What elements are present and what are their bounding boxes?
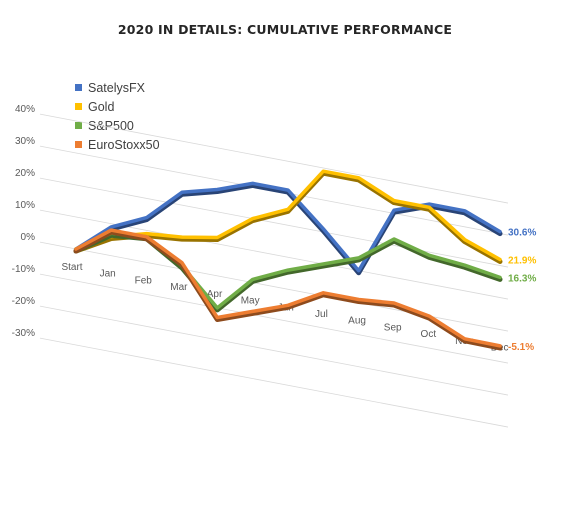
series-lines [73, 169, 503, 351]
y-tick-label: 30% [15, 136, 35, 147]
legend-label: S&P500 [88, 118, 134, 133]
series-line [73, 169, 503, 264]
series-line [73, 228, 503, 351]
chart-title: 2020 IN DETAILS: CUMULATIVE PERFORMANCE [117, 22, 453, 37]
series-line-path [74, 228, 502, 348]
y-axis-ticks: 40% 30% 20% 10% 0% -10% -20% -30% [12, 104, 35, 339]
legend-swatch [75, 122, 82, 129]
series-line-path [74, 181, 502, 273]
series-end-labels: 30.6% 21.9% 16.3% -5.1% [508, 228, 536, 353]
grid-line [39, 305, 509, 396]
legend-label: Gold [88, 99, 115, 114]
legend-swatch [75, 84, 82, 91]
series-line [73, 231, 503, 313]
x-tick-label: Oct [421, 329, 437, 340]
x-tick-label: Start [61, 262, 82, 273]
y-tick-label: -20% [12, 296, 35, 307]
x-tick-label: Jan [100, 269, 116, 280]
x-tick-label: Sep [384, 322, 402, 333]
grid-line [39, 113, 509, 204]
x-tick-label: Aug [348, 316, 366, 327]
series-line-shadow [73, 170, 503, 264]
series-end-label: 21.9% [508, 255, 536, 266]
grid-line [39, 177, 509, 268]
series-line-path [74, 169, 502, 262]
grid-line [39, 209, 509, 300]
series-line-path [74, 231, 502, 310]
legend-swatch [75, 103, 82, 110]
x-tick-label: Mar [170, 282, 188, 293]
x-tick-label: May [241, 296, 260, 307]
x-tick-label: Feb [135, 275, 153, 286]
series-end-label: 16.3% [508, 273, 536, 284]
y-tick-label: 0% [21, 232, 36, 243]
series-end-label: -5.1% [508, 342, 534, 353]
x-tick-label: Jul [315, 309, 328, 320]
y-tick-label: 10% [15, 200, 35, 211]
y-tick-label: 20% [15, 168, 35, 179]
legend: SatelysFX Gold S&P500 EuroStoxx50 [75, 78, 160, 154]
y-tick-label: -30% [12, 328, 35, 339]
grid-line [39, 337, 509, 428]
x-tick-label: Apr [207, 289, 223, 300]
legend-swatch [75, 141, 82, 148]
series-line-shadow [73, 232, 503, 313]
legend-label: EuroStoxx50 [88, 137, 160, 152]
legend-label: SatelysFX [88, 80, 145, 95]
legend-item: EuroStoxx50 [75, 135, 160, 154]
grid-line [39, 273, 509, 364]
legend-item: Gold [75, 97, 160, 116]
y-tick-label: 40% [15, 104, 35, 115]
y-tick-label: -10% [12, 264, 35, 275]
legend-item: SatelysFX [75, 78, 160, 97]
grid-line [39, 241, 509, 332]
series-end-label: 30.6% [508, 228, 536, 239]
legend-item: S&P500 [75, 116, 160, 135]
series-line-shadow [73, 229, 503, 351]
